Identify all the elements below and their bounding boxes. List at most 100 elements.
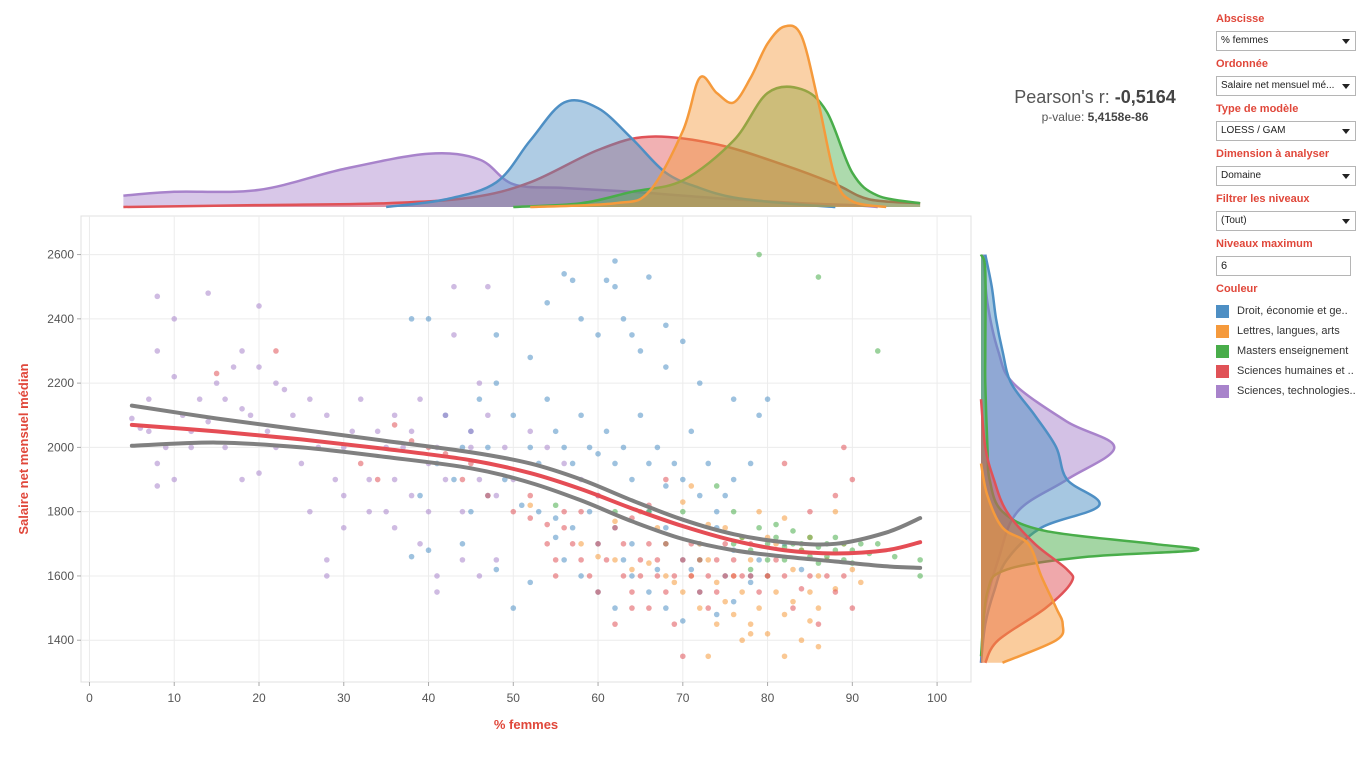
x-tick-label: 10 <box>168 691 182 705</box>
data-point <box>578 557 584 563</box>
data-point <box>417 396 423 402</box>
data-point <box>612 524 618 531</box>
legend-item[interactable]: Droit, économie et ge.. <box>1216 301 1356 321</box>
data-point <box>722 541 728 547</box>
data-point <box>874 541 881 547</box>
data-point <box>247 412 254 419</box>
data-point <box>544 521 550 528</box>
data-point <box>629 332 635 338</box>
data-point <box>858 541 864 547</box>
data-point <box>196 396 203 402</box>
x-density-line <box>385 99 836 209</box>
data-point <box>476 476 483 483</box>
data-point <box>671 579 678 586</box>
data-point <box>527 502 534 509</box>
legend-item[interactable]: Lettres, langues, arts <box>1216 321 1356 341</box>
data-point <box>781 515 788 521</box>
data-point <box>841 573 847 579</box>
pearson-value: -0,5164 <box>1114 87 1176 107</box>
data-point <box>256 470 262 476</box>
y-tick-label: 1400 <box>47 633 74 647</box>
data-point <box>493 557 500 563</box>
data-point <box>476 573 483 579</box>
data-point <box>324 412 330 419</box>
data-point <box>451 332 457 338</box>
data-point <box>773 521 779 528</box>
data-point <box>654 444 661 451</box>
legend-item[interactable]: Masters enseignement <box>1216 341 1356 361</box>
control-panel: Abscisse % femmes Ordonnée Salaire net m… <box>1216 6 1356 401</box>
data-point <box>171 316 178 322</box>
data-point <box>773 534 779 541</box>
legend-item[interactable]: Sciences humaines et .. <box>1216 361 1356 381</box>
data-point <box>713 621 720 627</box>
y-density-plot <box>979 254 1200 664</box>
data-point <box>578 508 584 515</box>
dimension-select[interactable]: Domaine <box>1216 166 1356 186</box>
data-point <box>747 630 754 637</box>
data-point <box>654 573 661 579</box>
trend-line <box>129 403 923 547</box>
data-point <box>798 637 805 644</box>
data-point <box>849 566 856 573</box>
correlation-stats: Pearson's r: -0,5164 p-value: 5,4158e-86 <box>990 87 1200 124</box>
x-tick-label: 40 <box>422 691 436 705</box>
filtre-label: Filtrer les niveaux <box>1216 193 1310 205</box>
data-point <box>722 573 728 579</box>
data-point <box>561 444 567 451</box>
data-point <box>663 483 669 489</box>
data-point <box>425 547 432 554</box>
data-point <box>340 524 347 531</box>
legend-label: Lettres, langues, arts <box>1237 325 1340 337</box>
data-point <box>239 476 245 483</box>
data-point <box>722 524 728 531</box>
data-point <box>891 553 898 560</box>
data-point <box>569 524 576 531</box>
data-point <box>154 293 161 300</box>
data-point <box>374 476 381 483</box>
abscisse-value: % femmes <box>1221 35 1269 46</box>
data-point <box>493 332 500 338</box>
y-tick-label: 1600 <box>47 569 74 583</box>
max-label: Niveaux maximum <box>1216 238 1313 250</box>
legend-item[interactable]: Sciences, technologies.. <box>1216 381 1356 401</box>
data-point <box>188 444 194 451</box>
legend-label: Droit, économie et ge.. <box>1237 305 1348 317</box>
data-point <box>307 508 313 515</box>
trend-lines <box>129 403 923 570</box>
data-point <box>654 566 661 573</box>
data-point <box>569 277 576 284</box>
legend-label: Sciences, technologies.. <box>1237 385 1355 397</box>
data-point <box>552 502 559 509</box>
data-point <box>561 508 567 515</box>
data-point <box>756 412 762 419</box>
data-point <box>468 444 474 451</box>
ordonnee-select[interactable]: Salaire net mensuel mé... <box>1216 76 1356 96</box>
data-point <box>595 332 601 338</box>
data-point <box>408 428 415 435</box>
modele-select[interactable]: LOESS / GAM <box>1216 121 1356 141</box>
data-point <box>425 316 432 322</box>
data-point <box>832 492 839 499</box>
x-tick-label: 90 <box>846 691 860 705</box>
data-point <box>383 508 389 515</box>
data-point <box>425 508 432 515</box>
max-levels-input[interactable]: 6 <box>1216 256 1351 276</box>
filtre-select[interactable]: (Tout) <box>1216 211 1356 231</box>
data-point <box>637 412 644 419</box>
data-point <box>713 508 720 515</box>
data-point <box>815 274 822 280</box>
data-point <box>612 621 618 627</box>
trend-line <box>129 440 923 570</box>
data-point <box>739 589 745 595</box>
data-point <box>790 566 796 573</box>
data-point <box>629 566 635 573</box>
data-point <box>747 557 754 563</box>
abscisse-select[interactable]: % femmes <box>1216 31 1356 51</box>
data-point <box>154 460 161 467</box>
data-point <box>264 428 271 435</box>
data-point <box>629 476 635 483</box>
data-point <box>222 444 228 451</box>
data-point <box>730 508 737 515</box>
data-point <box>671 460 678 467</box>
